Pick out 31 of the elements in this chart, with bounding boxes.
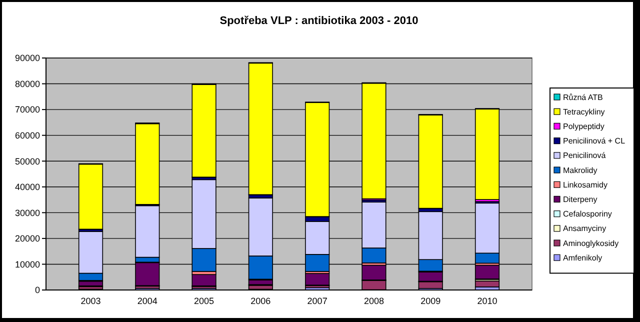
x-tick-label: 2004 xyxy=(137,296,158,306)
legend-label: Polypeptidy xyxy=(563,122,604,131)
chart-title: Spotřeba VLP : antibiotika 2003 - 2010 xyxy=(220,15,418,27)
legend-label: Penicilinová + CL xyxy=(563,136,626,146)
x-tick-label: 2010 xyxy=(477,296,498,306)
legend-label: Různá ATB xyxy=(563,92,603,102)
legend-label: Cefalosporiny xyxy=(563,210,612,219)
y-tick-label: 20000 xyxy=(14,234,40,244)
legend-label: Makrolidy xyxy=(563,166,598,175)
y-tick-label: 80000 xyxy=(14,78,40,89)
x-tick-label: 2007 xyxy=(307,296,328,306)
x-tick-label: 2006 xyxy=(250,296,271,306)
legend-label: Linkosamidy xyxy=(563,180,608,190)
legend-label: Amfenikoly xyxy=(563,253,602,262)
x-tick-label: 2009 xyxy=(420,296,441,306)
x-tick-label: 2008 xyxy=(364,296,384,306)
y-tick-label: 30000 xyxy=(14,208,40,218)
legend-label: Penicilinová xyxy=(563,151,606,160)
y-tick-label: 50000 xyxy=(14,156,40,166)
y-tick-label: 70000 xyxy=(14,104,40,115)
legend-label: Tetracykliny xyxy=(563,107,605,116)
x-tick-label: 2003 xyxy=(80,296,101,306)
y-tick-label: 90000 xyxy=(14,53,40,64)
x-tick-label: 2005 xyxy=(194,296,214,306)
y-tick-label: 0 xyxy=(34,285,40,296)
legend-label: Aminoglykosidy xyxy=(563,238,619,248)
y-tick-label: 40000 xyxy=(14,182,40,192)
legend-label: Ansamyciny xyxy=(563,224,606,234)
y-tick-label: 60000 xyxy=(14,130,40,140)
legend-label: Diterpeny xyxy=(563,195,598,204)
y-tick-label: 10000 xyxy=(14,259,40,270)
